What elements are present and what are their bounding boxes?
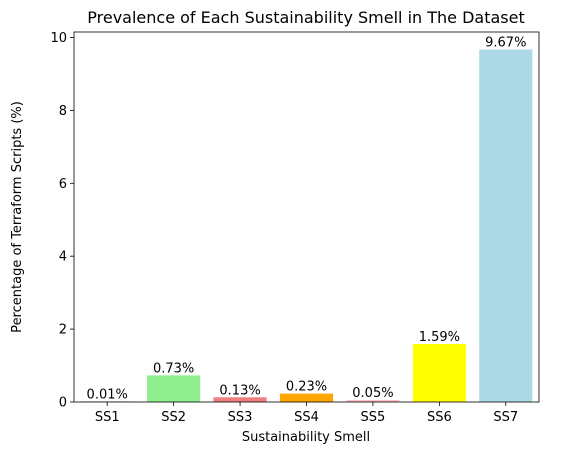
y-tick-label-6: 6 [59,177,67,192]
bar-ss7 [479,49,533,403]
bar-ss6 [412,344,466,402]
plot-frame [73,31,540,403]
x-tick-label-ss2: SS2 [161,410,186,425]
data-label-ss2: 0.73% [153,361,194,376]
x-tick-label-ss7: SS7 [493,410,518,425]
x-tick-label-ss5: SS5 [361,410,386,425]
bars [80,49,533,403]
y-axis-title: Percentage of Terraform Scripts (%) [10,101,25,333]
y-tick-label-4: 4 [59,250,67,265]
chart-title: Prevalence of Each Sustainability Smell … [87,8,524,27]
x-axis-title: Sustainability Smell [242,430,370,445]
y-tick-label-0: 0 [59,396,67,411]
data-label-ss3: 0.13% [219,383,260,398]
data-label-ss7: 9.67% [485,35,526,50]
data-label-ss6: 1.59% [419,330,460,345]
bar-ss2 [147,375,201,402]
y-tick-label-10: 10 [50,31,67,46]
data-label-ss4: 0.23% [286,380,327,395]
y-axis: 0 2 4 6 8 10 [50,31,74,411]
bar-ss5 [346,400,400,402]
bar-ss3 [213,397,267,402]
x-tick-label-ss1: SS1 [95,410,120,425]
bar-ss4 [279,393,334,402]
data-label-ss5: 0.05% [352,386,393,401]
data-labels: 0.01% 0.73% 0.13% 0.23% 0.05% 1.59% 9.67% [87,35,527,402]
y-tick-label-8: 8 [59,104,67,119]
x-tick-label-ss3: SS3 [228,410,253,425]
x-tick-label-ss6: SS6 [427,410,452,425]
y-tick-label-2: 2 [59,323,67,338]
data-label-ss1: 0.01% [87,388,128,403]
x-axis: SS1 SS2 SS3 SS4 SS5 SS6 SS7 [95,402,518,425]
x-tick-label-ss4: SS4 [294,410,319,425]
